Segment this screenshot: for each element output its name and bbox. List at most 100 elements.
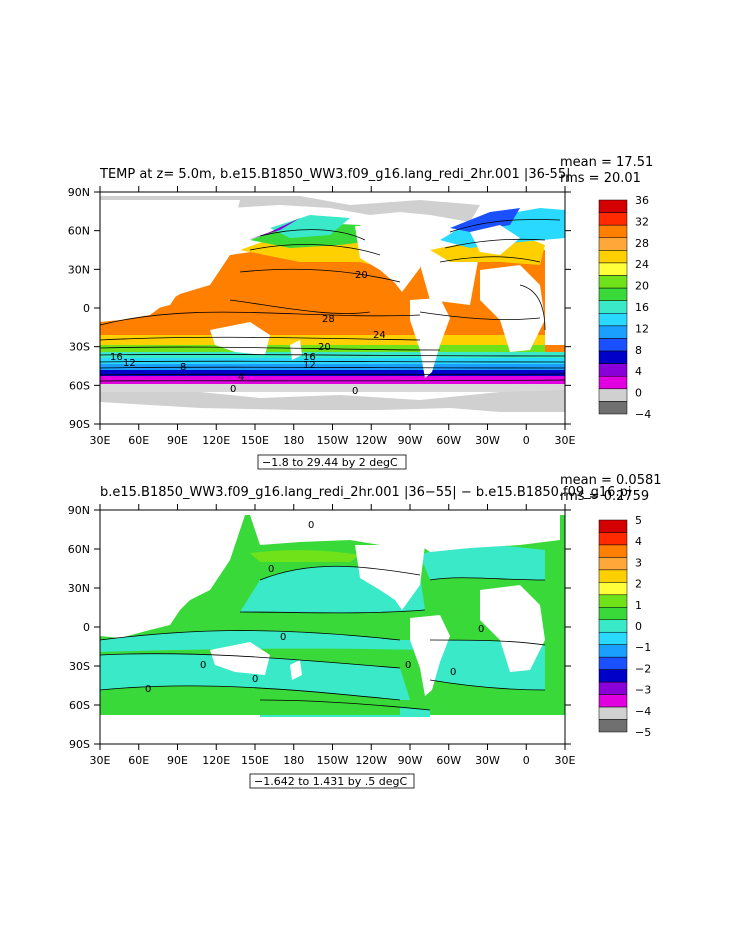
colorbar-swatch: [598, 557, 628, 571]
lat-label: 30N: [68, 263, 90, 276]
lon-label: 60W: [436, 434, 461, 447]
lat-label: 60S: [69, 699, 90, 712]
lon-label: 120E: [202, 434, 230, 447]
lon-label: 0: [523, 434, 530, 447]
contour-label: 0: [405, 660, 411, 671]
colorbar-label: 0: [635, 620, 642, 633]
lon-label: 120E: [202, 754, 230, 767]
colorbar-swatch: [598, 544, 628, 558]
panel-b-contours: [100, 565, 546, 711]
colorbar-swatch: [598, 287, 628, 301]
colorbar-swatch: [598, 300, 628, 314]
colorbar-label: −5: [635, 726, 651, 739]
lon-label: 30W: [475, 754, 500, 767]
colorbar-label: −3: [635, 684, 651, 697]
colorbar-swatch: [598, 582, 628, 596]
colorbar-swatch: [598, 224, 628, 239]
colorbar-swatch: [598, 338, 628, 352]
lon-label: 150E: [241, 754, 269, 767]
contour-label: 0: [268, 564, 274, 575]
colorbar-label: −2: [635, 662, 651, 675]
colorbar-swatch: [598, 237, 628, 251]
lon-label: 60E: [128, 434, 149, 447]
panel-b-title: b.e15.B1850_WW3.f09_g16.lang_redi_2hr.00…: [100, 485, 631, 500]
panel-b-mean: mean = 0.0581: [560, 473, 662, 488]
contour-label: 16: [110, 352, 123, 363]
colorbar-swatch: [598, 250, 628, 264]
contour-label: 0: [200, 660, 206, 671]
colorbar-label: 4: [635, 535, 642, 548]
panel-a-contour-labels: 20 28 24 20 16 16 12 8 12 4 0 0: [110, 270, 386, 397]
lon-label: 120W: [355, 434, 387, 447]
contour-label: 0: [450, 667, 456, 678]
colorbar-swatch: [598, 619, 628, 633]
lon-label: 0: [523, 754, 530, 767]
colorbar-label: 4: [635, 365, 642, 378]
colorbar-label: 2: [635, 578, 642, 591]
contour-label: 0: [280, 632, 286, 643]
colorbar-swatch: [598, 401, 628, 415]
colorbar-swatch: [598, 363, 628, 377]
panel-b-map: 0 0 0 0 0 0 0 0 0: [100, 510, 565, 744]
colorbar-label: 3: [635, 556, 642, 569]
colorbar-swatch: [598, 656, 628, 670]
colorbar-label: 20: [635, 280, 649, 293]
contour-label: 0: [230, 384, 236, 395]
contour-label: 0: [308, 520, 314, 531]
lat-label: 30S: [69, 660, 90, 673]
lat-label: 90N: [68, 186, 90, 199]
lon-label: 150E: [241, 434, 269, 447]
colorbar-swatch: [598, 532, 628, 546]
contour-label: 20: [318, 342, 331, 353]
colorbar-swatch: [598, 569, 628, 583]
lon-label: 90E: [167, 754, 188, 767]
colorbar-swatch: [598, 262, 628, 276]
colorbar-swatch: [598, 644, 628, 658]
contour-label: 4: [238, 372, 244, 383]
lon-label: 90W: [398, 434, 423, 447]
lon-label: 150W: [317, 754, 349, 767]
colorbar-swatch: [598, 706, 628, 720]
lon-label: 30E: [555, 434, 576, 447]
panel-b-contour-labels: 0 0 0 0 0 0 0 0 0: [145, 520, 484, 695]
lon-label: 30W: [475, 434, 500, 447]
contour-label: 0: [145, 684, 151, 695]
colorbar-swatch: [598, 519, 628, 533]
lat-label: 90S: [69, 418, 90, 431]
panel-b-range-note: −1.642 to 1.431 by .5 degC: [249, 773, 415, 789]
contour-label: 0: [478, 624, 484, 635]
lon-label: 90E: [167, 434, 188, 447]
panel-a-map: 20 28 24 20 16 16 12 8 12 4 0 0: [100, 192, 565, 424]
lon-label: 180: [283, 434, 304, 447]
lon-label: 60E: [128, 754, 149, 767]
colorbar-swatch: [598, 350, 628, 364]
colorbar-label: 1: [635, 599, 642, 612]
lat-label: 60N: [68, 225, 90, 238]
colorbar-swatch: [598, 594, 628, 608]
lat-label: 0: [83, 621, 90, 634]
panel-a-title: TEMP at z= 5.0m, b.e15.B1850_WW3.f09_g16…: [99, 167, 570, 182]
panel-a-rms: rms = 20.01: [560, 171, 641, 186]
lat-label: 60N: [68, 543, 90, 556]
colorbar-label: 16: [635, 301, 649, 314]
colorbar-label: 8: [635, 344, 642, 357]
range-note-text: −1.8 to 29.44 by 2 degC: [262, 456, 398, 469]
lat-label: 30N: [68, 582, 90, 595]
colorbar-label: −4: [635, 705, 651, 718]
panel-a-colorbar: 36 32 28 24 20 16 12 8 4 0 −4: [598, 194, 651, 421]
colorbar-swatch: [598, 669, 628, 683]
colorbar-swatch: [598, 681, 628, 695]
lon-label: 90W: [398, 754, 423, 767]
colorbar-label: 5: [635, 514, 642, 527]
colorbar-label: −4: [635, 408, 651, 421]
colorbar-label: −1: [635, 641, 651, 654]
lat-label: 90N: [68, 504, 90, 517]
colorbar-swatch: [598, 607, 628, 621]
colorbar-label: 36: [635, 194, 649, 207]
colorbar-swatch: [598, 199, 628, 213]
land-mask-b: [100, 515, 565, 744]
lon-label: 180: [283, 754, 304, 767]
colorbar-swatch: [598, 375, 628, 390]
lon-label: 120W: [355, 754, 387, 767]
